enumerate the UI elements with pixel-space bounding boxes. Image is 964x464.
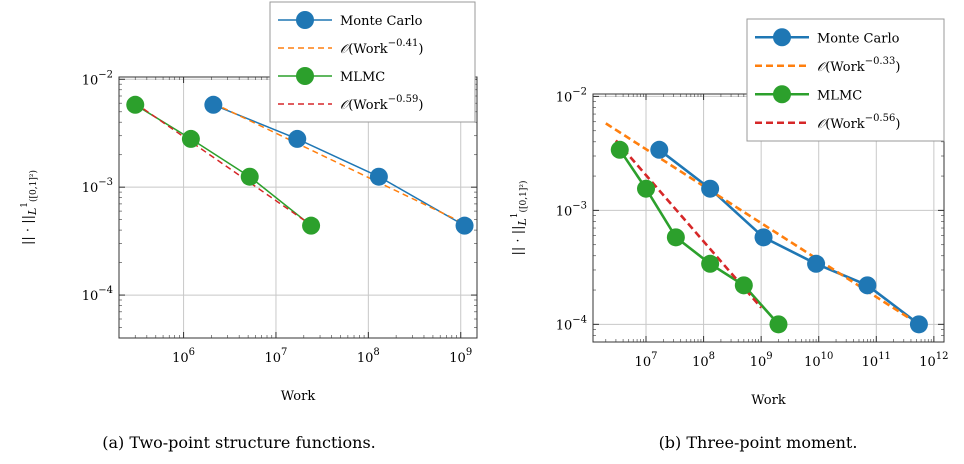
y-tick-label: 10−2 [82,69,113,88]
monte-carlo-point [701,179,720,198]
mlmc-point [666,228,685,247]
legend-entry-label: 𝒪(Work−0.59) [340,94,423,113]
legend: Monte Carlo 𝒪(Work−0.41) MLMC 𝒪(Work−0.59) [269,1,476,123]
y-axis-title: || · ||L1([0,1]²) [510,181,529,256]
mlmc-point [769,315,788,334]
mlmc-point [302,216,321,235]
monte-carlo-point [754,228,773,247]
y-tick-label: 10−4 [556,314,587,333]
monte-carlo-point [807,254,826,273]
mlmc-point [126,95,145,114]
x-tick-label: 109 [449,347,472,366]
mlmc-point [701,254,720,273]
chart-panel-a: 106 107 108 109 10−4 10−3 10−2 Monte Carlo 𝒪(Wor… [20,1,478,452]
legend-marker [296,67,314,85]
x-tick-label: 108 [357,347,380,366]
tick-labels: 107 108 109 1010 1011 1012 10−4 10−3 10−2 [556,86,949,370]
series-group [126,95,474,235]
legend-entry-label: MLMC [817,88,862,103]
x-tick-label: 1011 [862,351,891,370]
tick-labels: 106 107 108 109 10−4 10−3 10−2 [82,69,477,366]
monte-carlo-point [650,140,669,159]
y-tick-label: 10−3 [82,177,113,196]
rate-line [134,102,309,224]
legend-marker [296,11,314,29]
monte-carlo-point [455,216,474,235]
x-tick-label: 1010 [804,351,833,370]
rate-line [614,139,763,309]
y-axis-title: || · ||L1([0,1]²) [20,170,39,245]
legend-entry-label: 𝒪(Work−0.41) [340,38,423,57]
series-group [605,122,928,334]
mlmc-point [240,167,259,186]
x-tick-label: 108 [692,351,715,370]
mlmc-point [734,276,753,295]
x-tick-label: 107 [264,347,287,366]
legend-entry-label: 𝒪(Work−0.56) [817,113,900,132]
x-axis-title: Work [751,393,786,408]
mlmc-point [610,140,629,159]
monte-carlo-line [658,148,920,326]
mlmc-point [181,129,200,148]
chart-panel-b: 107 108 109 1010 1011 1012 10−4 10−3 10−2 Monte C… [510,18,949,452]
rate-line [212,102,465,225]
x-tick-label: 106 [172,347,195,366]
legend-entry-label: Monte Carlo [817,31,900,46]
legend-marker [773,85,791,104]
legend-entry-label: MLMC [340,70,385,85]
figure-caption: (b) Three-point moment. [659,433,858,452]
legend-marker [773,28,791,47]
x-tick-label: 107 [635,351,658,370]
mlmc-point [637,179,656,198]
monte-carlo-point [858,276,877,295]
x-tick-label: 109 [750,351,773,370]
monte-carlo-point [369,167,388,186]
y-tick-label: 10−4 [82,285,113,304]
monte-carlo-point [288,129,307,148]
legend: Monte Carlo 𝒪(Work−0.33) MLMC 𝒪(Work−0.56) [746,18,945,142]
y-tick-label: 10−2 [556,86,587,105]
monte-carlo-point [204,95,223,114]
legend-entry-label: Monte Carlo [340,14,423,29]
figure-caption: (a) Two-point structure functions. [102,433,376,452]
legend-entry-label: 𝒪(Work−0.33) [817,56,900,75]
monte-carlo-line [213,104,465,227]
x-axis-title: Work [281,389,316,404]
x-tick-label: 1012 [919,351,948,370]
y-tick-label: 10−3 [556,200,587,219]
monte-carlo-point [909,315,928,334]
